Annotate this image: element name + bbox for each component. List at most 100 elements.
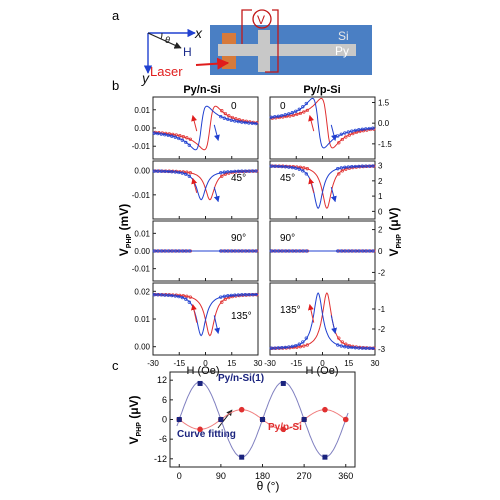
blue-data-point: [364, 249, 368, 253]
blue-data-point: [236, 293, 240, 297]
blue-data-point: [222, 170, 226, 174]
blue-data-point: [304, 172, 308, 176]
blue-data-point: [166, 133, 170, 138]
blue-data-point: [163, 169, 167, 174]
y-tick-label: -12: [154, 454, 167, 464]
n-si-point: [197, 380, 203, 386]
blue-data-point: [367, 164, 371, 168]
series-label-p-si: Py/p-Si: [268, 422, 302, 433]
red-data-point: [185, 136, 189, 140]
blue-data-point: [247, 249, 251, 253]
blue-data-point: [180, 138, 184, 142]
laser-label: Laser: [150, 64, 183, 79]
blue-data-point: [243, 293, 247, 297]
x-tick-label: -15: [290, 359, 302, 368]
red-data-point: [178, 134, 182, 138]
si-label: Si: [338, 29, 349, 43]
x-tick-label: 0: [203, 359, 208, 368]
blue-data-point: [304, 336, 308, 340]
panel-b-subplot: 0.01 0.00 -0.01 0: [132, 96, 259, 160]
blue-data-point: [177, 294, 181, 299]
blue-sweep-arrow: [213, 315, 221, 334]
blue-data-point: [229, 249, 233, 253]
blue-data-point: [187, 143, 191, 147]
red-data-point: [340, 137, 344, 142]
blue-data-point: [287, 112, 291, 116]
blue-data-point: [364, 127, 368, 131]
blue-data-point: [222, 249, 226, 253]
n-si-point: [218, 417, 224, 422]
panel-b-subplot: 1.5 0.0 -1.5 0: [269, 96, 392, 160]
blue-data-point: [346, 165, 350, 169]
blue-data-point: [339, 344, 343, 348]
blue-data-point: [247, 292, 251, 297]
blue-data-point: [371, 164, 375, 168]
p-si-point: [280, 426, 287, 433]
blue-data-point: [243, 169, 247, 173]
blue-data-point: [152, 169, 156, 173]
blue-data-point: [152, 249, 156, 253]
blue-data-point: [290, 111, 294, 115]
blue-data-point: [269, 346, 273, 350]
red-data-point: [337, 336, 341, 340]
blue-data-point: [166, 293, 170, 297]
red-data-point: [302, 344, 306, 348]
y-tick-label: 2: [378, 226, 383, 235]
h-field-arrow: [147, 32, 182, 49]
blue-data-point: [343, 249, 347, 253]
red-data-point: [230, 115, 234, 120]
y-tick-label: -0.01: [132, 265, 151, 274]
red-sweep-arrow: [307, 304, 315, 323]
panel-b-subplot: 3 2 1 0 45°: [269, 160, 383, 220]
blue-data-point: [219, 249, 223, 253]
blue-data-point: [173, 294, 177, 298]
blue-sweep-arrow: [330, 315, 338, 334]
py-contact-tab: [258, 30, 270, 72]
blue-sweep-line: [269, 292, 376, 349]
blue-data-point: [287, 249, 291, 253]
blue-data-point: [360, 127, 364, 131]
blue-data-point: [339, 249, 343, 253]
x-tick-label: 0: [320, 359, 325, 368]
blue-data-point: [250, 292, 254, 297]
blue-data-point: [236, 249, 240, 253]
blue-data-point: [301, 169, 305, 173]
red-sweep-arrow: [191, 115, 198, 132]
theta-label: θ: [165, 35, 170, 45]
p-si-point: [238, 406, 245, 413]
x-tick-label: 0: [177, 471, 182, 481]
y-tick-label: 0.01: [134, 315, 150, 324]
blue-data-point: [229, 169, 233, 174]
blue-data-point: [247, 121, 251, 125]
angle-label: 135°: [231, 311, 252, 322]
blue-data-point: [280, 249, 284, 253]
y-tick-label: 2: [378, 177, 383, 186]
blue-data-point: [159, 249, 163, 253]
blue-sweep-arrow: [213, 124, 220, 141]
n-si-point: [176, 417, 182, 422]
blue-data-point: [294, 166, 298, 170]
panel-b-left-xlabel: H (Oe): [187, 365, 220, 377]
py-label: Py: [335, 44, 349, 58]
y-tick-label: 3: [378, 162, 383, 171]
blue-data-point: [170, 293, 174, 298]
y-tick-label: 12: [157, 375, 167, 385]
blue-data-point: [180, 249, 184, 253]
red-data-point: [340, 340, 344, 344]
red-sweep-arrow: [308, 115, 315, 132]
red-data-point: [223, 111, 227, 116]
y-tick-label: -1: [378, 305, 386, 314]
blue-data-point: [247, 169, 251, 173]
blue-data-point: [276, 114, 280, 118]
panel-b-right-ylabel: VPHP (μV): [387, 207, 403, 256]
blue-data-point: [297, 249, 301, 253]
panel-b-right-title: Py/p-Si: [303, 84, 340, 96]
y-tick-label: 0.00: [134, 167, 150, 176]
blue-data-point: [226, 170, 230, 174]
blue-data-point: [184, 172, 188, 176]
x-tick-label: 90: [216, 471, 226, 481]
blue-data-point: [177, 249, 181, 253]
red-data-point: [188, 171, 192, 175]
red-data-point: [340, 169, 344, 173]
blue-data-point: [240, 249, 244, 253]
